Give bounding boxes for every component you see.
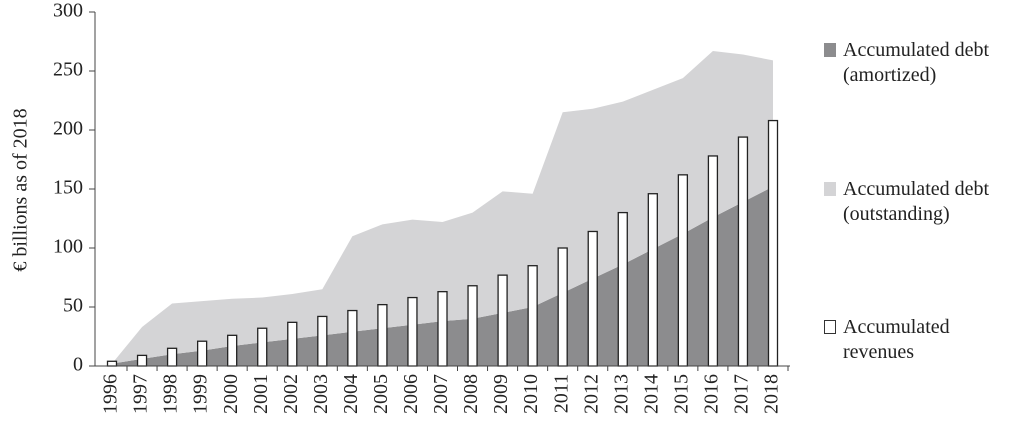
bar bbox=[647, 193, 658, 367]
x-tick-label: 2009 bbox=[490, 374, 512, 414]
x-tick-label: 2017 bbox=[731, 374, 753, 414]
bar bbox=[497, 274, 508, 367]
x-tick-label: 2016 bbox=[701, 374, 723, 414]
x-tick-label: 2006 bbox=[400, 374, 422, 414]
bar bbox=[467, 285, 478, 367]
bar bbox=[737, 136, 749, 367]
y-axis-label: € billions as of 2018 bbox=[10, 108, 32, 271]
bar bbox=[617, 211, 628, 367]
x-tick-label: 2008 bbox=[460, 374, 482, 414]
x-tick-label: 2003 bbox=[310, 374, 332, 414]
x-tick-label: 1998 bbox=[160, 374, 182, 414]
legend-entry: Accumulated debt (outstanding) bbox=[824, 177, 1022, 227]
bar bbox=[347, 309, 358, 367]
area bbox=[112, 50, 773, 364]
bar bbox=[557, 247, 568, 367]
legend-label: Accumulated debt (amortized) bbox=[843, 39, 990, 86]
x-tick-label: 2000 bbox=[220, 374, 242, 414]
bar bbox=[437, 291, 448, 367]
bar bbox=[196, 340, 208, 367]
x-tick-label: 1997 bbox=[130, 374, 152, 414]
x-tick-label: 2005 bbox=[370, 374, 392, 414]
legend: Accumulated debt (amortized) Accumulated … bbox=[824, 0, 1024, 426]
bar bbox=[166, 347, 178, 367]
x-tick-label: 2007 bbox=[430, 374, 452, 414]
x-tick-label: 2004 bbox=[340, 374, 362, 414]
bar bbox=[106, 360, 118, 367]
y-tick-label: 0 bbox=[73, 354, 83, 376]
legend-label: Accumulated debt (outstanding) bbox=[843, 178, 990, 225]
legend-swatch bbox=[824, 320, 836, 334]
x-tick-label: 2001 bbox=[250, 374, 272, 414]
bar bbox=[677, 174, 689, 367]
bar bbox=[287, 321, 298, 367]
bar bbox=[767, 119, 779, 367]
bar bbox=[257, 327, 268, 367]
legend-swatch bbox=[824, 43, 836, 57]
bar bbox=[527, 265, 538, 367]
x-tick-label: 2014 bbox=[640, 374, 662, 414]
bar bbox=[227, 334, 238, 367]
x-tick-label: 2018 bbox=[761, 374, 783, 414]
bar bbox=[707, 155, 719, 367]
x-tick-label: 2013 bbox=[610, 374, 632, 414]
bar bbox=[377, 303, 388, 367]
x-tick-label: 2015 bbox=[670, 374, 692, 414]
bar bbox=[407, 296, 418, 367]
x-tick-label: 2002 bbox=[280, 374, 302, 414]
legend-entry: Accumulated revenues bbox=[824, 315, 1022, 365]
y-tick-label: 100 bbox=[53, 236, 83, 258]
x-tick-label: 2011 bbox=[550, 374, 572, 413]
y-tick-label: 300 bbox=[53, 0, 83, 22]
bar bbox=[136, 354, 148, 367]
legend-entry: Accumulated debt (amortized) bbox=[824, 38, 1022, 88]
area bbox=[112, 186, 773, 366]
y-tick-label: 150 bbox=[53, 177, 83, 199]
bar bbox=[587, 230, 598, 367]
x-tick-label: 1996 bbox=[100, 374, 122, 414]
legend-label: Accumulated revenues bbox=[843, 316, 950, 363]
y-tick-label: 250 bbox=[53, 59, 83, 81]
y-tick-label: 50 bbox=[63, 295, 83, 317]
x-tick-label: 2010 bbox=[520, 374, 542, 414]
legend-swatch bbox=[824, 182, 836, 196]
x-tick-label: 2012 bbox=[580, 374, 602, 414]
y-tick-label: 200 bbox=[53, 118, 83, 140]
x-tick-label: 1999 bbox=[190, 374, 212, 414]
bar bbox=[317, 315, 328, 367]
